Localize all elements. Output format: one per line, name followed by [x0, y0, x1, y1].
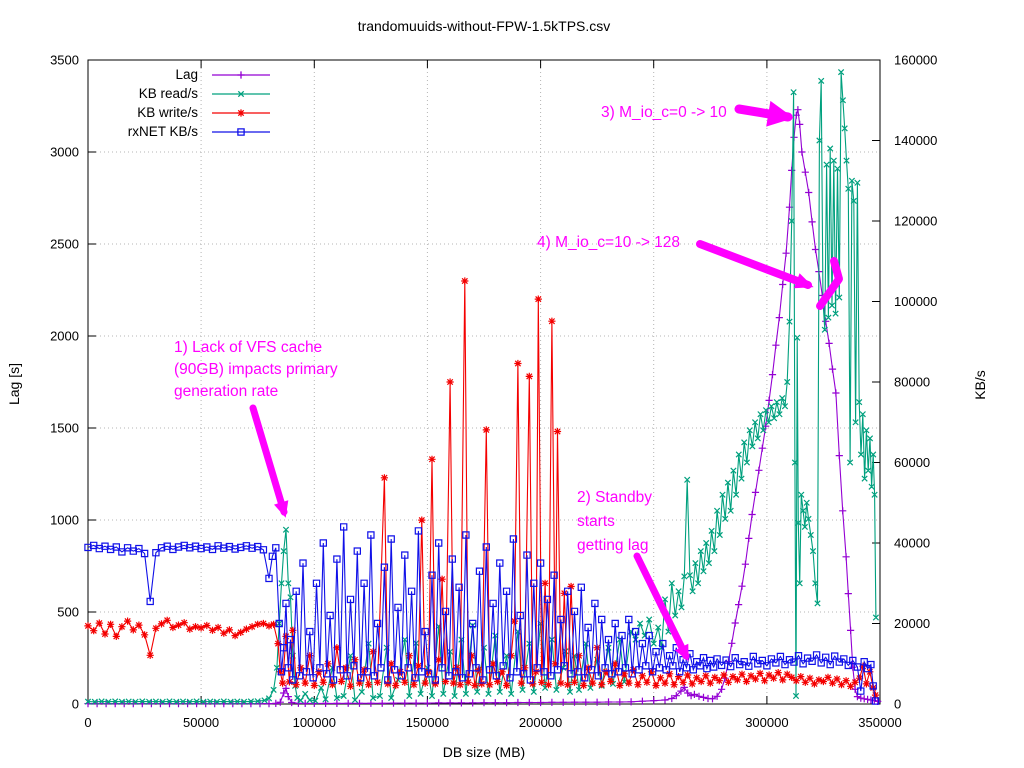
legend-label-kb-read: KB read/s — [138, 86, 198, 101]
svg-text:3500: 3500 — [50, 53, 79, 68]
svg-text:80000: 80000 — [894, 375, 930, 390]
legend-item-kb-write: KB write/s — [98, 103, 272, 122]
legend-label-kb-write: KB write/s — [137, 105, 198, 120]
svg-text:100000: 100000 — [293, 715, 336, 730]
legend-label-lag: Lag — [175, 67, 198, 82]
annotation-vfs-cache: 1) Lack of VFS cache (90GB) impacts prim… — [174, 337, 338, 403]
svg-text:0: 0 — [72, 697, 79, 712]
legend-item-lag: Lag — [98, 65, 272, 84]
svg-text:350000: 350000 — [858, 715, 901, 730]
chart-title: trandomuuids-without-FPW-1.5kTPS.csv — [357, 18, 611, 34]
svg-text:1000: 1000 — [50, 513, 79, 528]
legend-label-rxnet: rxNET KB/s — [127, 124, 198, 139]
legend-sample-lag — [210, 68, 272, 82]
annotation-line: 3) M_io_c=0 -> 10 — [601, 104, 727, 121]
annotation-mioc-0-10: 3) M_io_c=0 -> 10 — [601, 102, 727, 124]
annotation-line: generation rate — [174, 383, 279, 400]
svg-text:3000: 3000 — [50, 145, 79, 160]
annotation-line: (90GB) impacts primary — [174, 361, 338, 378]
svg-text:250000: 250000 — [632, 715, 675, 730]
annotation-line: 1) Lack of VFS cache — [174, 339, 323, 356]
svg-text:20000: 20000 — [894, 616, 930, 631]
y-axis-label: Lag [s] — [6, 362, 22, 406]
svg-text:140000: 140000 — [894, 133, 937, 148]
svg-text:100000: 100000 — [894, 294, 937, 309]
legend-item-rxnet: rxNET KB/s — [98, 122, 272, 141]
legend-item-kb-read: KB read/s — [98, 84, 272, 103]
legend-sample-kb-read — [210, 87, 272, 101]
legend-sample-rxnet — [210, 125, 272, 139]
svg-text:120000: 120000 — [894, 214, 937, 229]
annotation-line: 2) Standby — [577, 489, 652, 506]
annotation-arrows — [249, 100, 843, 662]
annotation-mioc-10-128: 4) M_io_c=10 -> 128 — [537, 232, 680, 254]
svg-text:500: 500 — [57, 605, 79, 620]
svg-text:150000: 150000 — [406, 715, 449, 730]
svg-text:0: 0 — [84, 715, 91, 730]
legend-sample-kb-write — [210, 106, 272, 120]
legend: Lag KB read/s KB write/s rxNET KB/s — [98, 65, 272, 141]
annotation-line: getting lag — [577, 537, 649, 554]
svg-text:1500: 1500 — [50, 421, 79, 436]
series-3-rxnet-kb-s — [84, 523, 880, 705]
annotation-line: starts — [577, 513, 615, 530]
tick-labels: 0 50000 100000 150000 200000 250000 300000 3500… — [50, 53, 937, 731]
y2-axis-label: KB/s — [972, 370, 988, 400]
svg-text:160000: 160000 — [894, 53, 937, 68]
svg-text:60000: 60000 — [894, 455, 930, 470]
svg-text:2500: 2500 — [50, 237, 79, 252]
annotation-standby-lag: 2) Standby starts getting lag — [577, 486, 652, 558]
x-axis-label: DB size (MB) — [442, 744, 526, 760]
svg-text:50000: 50000 — [183, 715, 219, 730]
svg-text:2000: 2000 — [50, 329, 79, 344]
svg-text:40000: 40000 — [894, 536, 930, 551]
annotation-line: 4) M_io_c=10 -> 128 — [537, 234, 681, 251]
svg-text:0: 0 — [894, 697, 901, 712]
svg-text:200000: 200000 — [519, 715, 562, 730]
svg-text:300000: 300000 — [745, 715, 788, 730]
